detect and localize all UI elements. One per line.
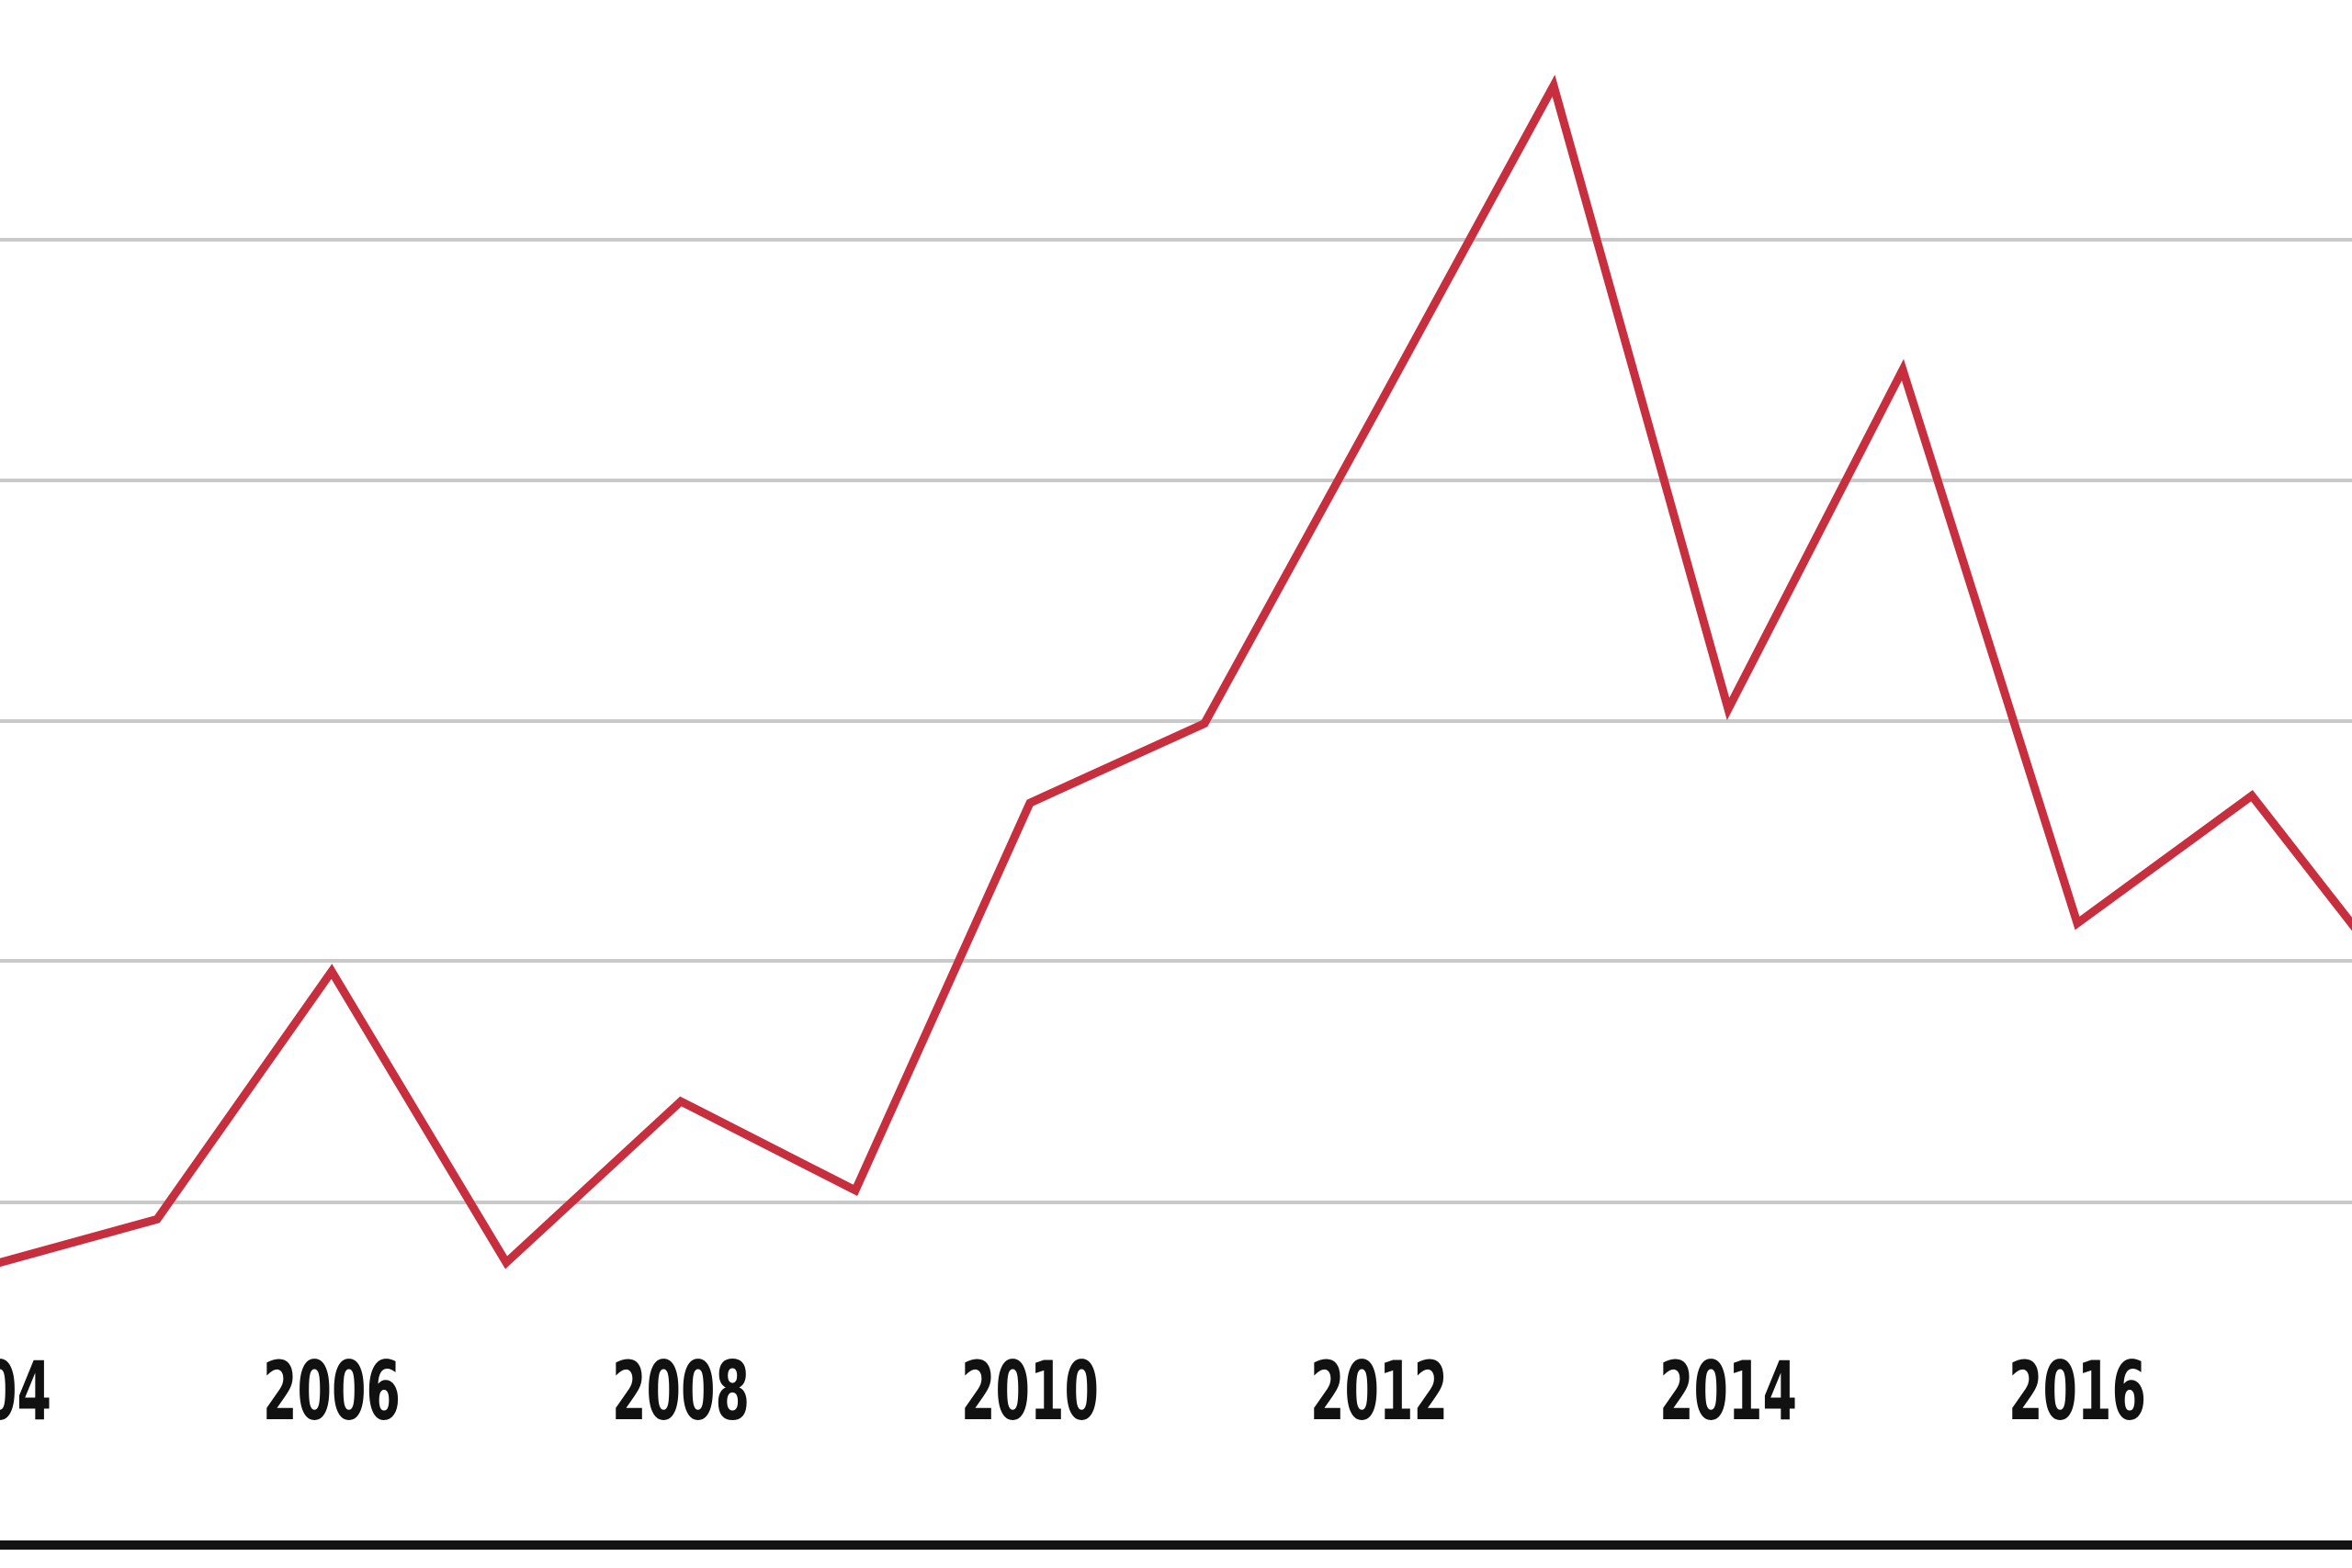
x-tick-label: 2016	[2008, 1344, 2146, 1438]
series-line-path	[0, 74, 2352, 1269]
gridlines	[0, 238, 2352, 1204]
x-tick-label: 2008	[612, 1344, 750, 1438]
x-tick-label: 2010	[961, 1344, 1099, 1438]
x-tick-label: 2006	[263, 1344, 401, 1438]
bottom-rule-group	[0, 1540, 2352, 1550]
bottom-rule	[0, 1540, 2352, 1550]
x-tick-label: 2014	[1659, 1344, 1797, 1438]
x-axis-labels: 2004 2006 2008 2010 2012 2014 2016	[0, 1344, 2146, 1438]
x-tick-label: 2004	[0, 1344, 51, 1438]
x-tick-label: 2012	[1310, 1344, 1448, 1438]
series-line	[0, 74, 2352, 1269]
